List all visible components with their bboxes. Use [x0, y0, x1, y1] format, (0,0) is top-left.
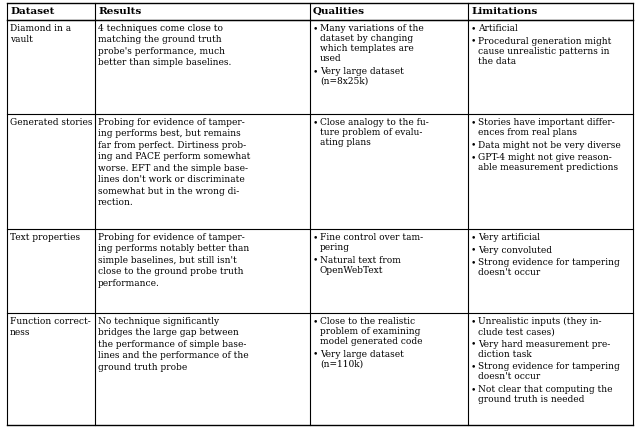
Text: ences from real plans: ences from real plans	[478, 128, 577, 137]
Text: Probing for evidence of tamper-
ing performs best, but remains
far from perfect.: Probing for evidence of tamper- ing perf…	[98, 118, 250, 207]
Text: (n=110k): (n=110k)	[320, 360, 363, 369]
Text: •: •	[313, 317, 318, 326]
Text: 4 techniques come close to
matching the ground truth
probe's performance, much
b: 4 techniques come close to matching the …	[98, 24, 232, 67]
Text: •: •	[471, 258, 476, 267]
Text: ating plans: ating plans	[320, 138, 371, 147]
Text: pering: pering	[320, 243, 350, 252]
Text: (n=8x25k): (n=8x25k)	[320, 77, 368, 86]
Text: ture problem of evalu-: ture problem of evalu-	[320, 128, 422, 137]
Text: Results: Results	[98, 7, 141, 16]
Text: which templates are: which templates are	[320, 44, 413, 53]
Text: doesn't occur: doesn't occur	[478, 372, 540, 382]
Text: Natural text from: Natural text from	[320, 255, 401, 265]
Text: Dataset: Dataset	[10, 7, 54, 16]
Text: Generated stories: Generated stories	[10, 118, 93, 127]
Text: •: •	[471, 385, 476, 394]
Text: Close analogy to the fu-: Close analogy to the fu-	[320, 118, 429, 127]
Text: Many variations of the: Many variations of the	[320, 24, 424, 33]
Text: Function correct-
ness: Function correct- ness	[10, 317, 91, 337]
Text: doesn't occur: doesn't occur	[478, 268, 540, 277]
Text: used: used	[320, 54, 342, 63]
Text: •: •	[471, 245, 476, 255]
Text: Strong evidence for tampering: Strong evidence for tampering	[478, 362, 620, 371]
Text: No technique significantly
bridges the large gap between
the performance of simp: No technique significantly bridges the l…	[98, 317, 248, 372]
Text: Limitations: Limitations	[471, 7, 537, 16]
Text: Unrealistic inputs (they in-: Unrealistic inputs (they in-	[478, 317, 602, 326]
Text: Strong evidence for tampering: Strong evidence for tampering	[478, 258, 620, 267]
Text: Qualities: Qualities	[313, 7, 365, 16]
Text: the data: the data	[478, 57, 516, 66]
Text: •: •	[471, 340, 476, 349]
Text: able measurement predictions: able measurement predictions	[478, 164, 618, 172]
Text: Very artificial: Very artificial	[478, 233, 540, 242]
Text: •: •	[471, 37, 476, 46]
Text: Probing for evidence of tamper-
ing performs notably better than
simple baseline: Probing for evidence of tamper- ing perf…	[98, 233, 249, 288]
Text: •: •	[471, 24, 476, 33]
Text: problem of examining: problem of examining	[320, 327, 420, 336]
Text: •: •	[313, 67, 318, 76]
Text: Very large dataset: Very large dataset	[320, 67, 404, 76]
Text: •: •	[471, 141, 476, 150]
Text: Procedural generation might: Procedural generation might	[478, 37, 611, 46]
Text: dataset by changing: dataset by changing	[320, 34, 413, 43]
Text: Diamond in a
vault: Diamond in a vault	[10, 24, 71, 44]
Text: Text properties: Text properties	[10, 233, 80, 242]
Text: Very hard measurement pre-: Very hard measurement pre-	[478, 340, 611, 349]
Text: •: •	[471, 153, 476, 162]
Text: Very large dataset: Very large dataset	[320, 350, 404, 359]
Text: ground truth is needed: ground truth is needed	[478, 395, 584, 404]
Text: Fine control over tam-: Fine control over tam-	[320, 233, 423, 242]
Text: •: •	[471, 118, 476, 127]
Text: clude test cases): clude test cases)	[478, 327, 555, 336]
Text: GPT-4 might not give reason-: GPT-4 might not give reason-	[478, 153, 612, 162]
Text: Not clear that computing the: Not clear that computing the	[478, 385, 612, 394]
Text: •: •	[471, 362, 476, 371]
Text: Stories have important differ-: Stories have important differ-	[478, 118, 615, 127]
Text: •: •	[471, 317, 476, 326]
Text: •: •	[313, 350, 318, 359]
Text: Data might not be very diverse: Data might not be very diverse	[478, 141, 621, 150]
Text: OpenWebText: OpenWebText	[320, 266, 383, 275]
Text: cause unrealistic patterns in: cause unrealistic patterns in	[478, 47, 609, 56]
Text: Artificial: Artificial	[478, 24, 518, 33]
Text: •: •	[313, 255, 318, 265]
Text: •: •	[313, 24, 318, 33]
Text: Very convoluted: Very convoluted	[478, 245, 552, 255]
Text: •: •	[471, 233, 476, 242]
Text: Close to the realistic: Close to the realistic	[320, 317, 415, 326]
Text: •: •	[313, 118, 318, 127]
Text: diction task: diction task	[478, 350, 532, 359]
Text: •: •	[313, 233, 318, 242]
Text: model generated code: model generated code	[320, 337, 422, 346]
